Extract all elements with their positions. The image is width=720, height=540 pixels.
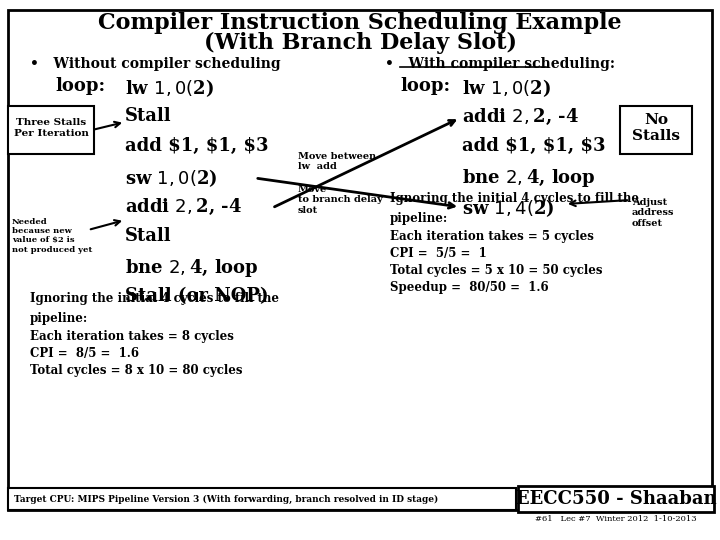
Text: (With Branch Delay Slot): (With Branch Delay Slot) xyxy=(204,32,516,54)
Text: Each iteration takes = 5 cycles: Each iteration takes = 5 cycles xyxy=(390,230,594,243)
Text: Three Stalls
Per Iteration: Three Stalls Per Iteration xyxy=(14,118,89,138)
Text: Needed
because new
value of $2 is
not produced yet: Needed because new value of $2 is not pr… xyxy=(12,218,92,254)
FancyBboxPatch shape xyxy=(8,10,712,510)
FancyBboxPatch shape xyxy=(8,488,516,510)
FancyBboxPatch shape xyxy=(620,106,692,154)
Text: Total cycles = 8 x 10 = 80 cycles: Total cycles = 8 x 10 = 80 cycles xyxy=(30,364,243,377)
Text: bne $2, $4, loop: bne $2, $4, loop xyxy=(125,257,258,279)
Text: Compiler Instruction Scheduling Example: Compiler Instruction Scheduling Example xyxy=(98,12,622,34)
Text: addi $2, $2, -4: addi $2, $2, -4 xyxy=(125,197,242,217)
Text: Move
to branch delay
slot: Move to branch delay slot xyxy=(298,185,383,215)
FancyBboxPatch shape xyxy=(518,486,714,512)
Text: Total cycles = 5 x 10 = 50 cycles: Total cycles = 5 x 10 = 50 cycles xyxy=(390,264,603,277)
Text: sw $1, 4($2): sw $1, 4($2) xyxy=(462,197,554,219)
Text: Each iteration takes = 8 cycles: Each iteration takes = 8 cycles xyxy=(30,330,234,343)
Text: addi $2, $2, -4: addi $2, $2, -4 xyxy=(462,107,579,127)
Text: •   Without compiler scheduling: • Without compiler scheduling xyxy=(30,57,281,71)
FancyBboxPatch shape xyxy=(8,106,94,154)
Text: Stall: Stall xyxy=(125,107,171,125)
Text: CPI =  5/5 =  1: CPI = 5/5 = 1 xyxy=(390,247,487,260)
Text: pipeline:: pipeline: xyxy=(30,312,89,325)
Text: loop:: loop: xyxy=(55,77,105,95)
Text: Ignoring the initial 4 cycles to fill the: Ignoring the initial 4 cycles to fill th… xyxy=(30,292,279,305)
Text: pipeline:: pipeline: xyxy=(390,212,449,225)
Text: Stall: Stall xyxy=(125,227,171,245)
Text: sw $1,0($2): sw $1,0($2) xyxy=(125,167,217,189)
Text: lw $1,0($2): lw $1,0($2) xyxy=(462,77,551,99)
Text: Stall (or NOP): Stall (or NOP) xyxy=(125,287,269,305)
Text: add $1, $1, $3: add $1, $1, $3 xyxy=(125,137,269,155)
Text: bne $2, $4, loop: bne $2, $4, loop xyxy=(462,167,596,189)
Text: add $1, $1, $3: add $1, $1, $3 xyxy=(462,137,606,155)
Text: •   With compiler scheduling:: • With compiler scheduling: xyxy=(385,57,615,71)
Text: Adjust
address
offset: Adjust address offset xyxy=(632,198,675,228)
Text: EECC550 - Shaaban: EECC550 - Shaaban xyxy=(516,490,716,508)
Text: Target CPU: MIPS Pipeline Version 3 (With forwarding, branch resolved in ID stag: Target CPU: MIPS Pipeline Version 3 (Wit… xyxy=(14,495,438,504)
Text: Speedup =  80/50 =  1.6: Speedup = 80/50 = 1.6 xyxy=(390,281,549,294)
Text: No
Stalls: No Stalls xyxy=(632,113,680,143)
Text: CPI =  8/5 =  1.6: CPI = 8/5 = 1.6 xyxy=(30,347,139,360)
Text: Move between
lw  add: Move between lw add xyxy=(298,152,376,171)
Text: #61   Lec #7  Winter 2012  1-10-2013: #61 Lec #7 Winter 2012 1-10-2013 xyxy=(535,515,697,523)
Text: lw $1,0($2): lw $1,0($2) xyxy=(125,77,214,99)
Text: loop:: loop: xyxy=(400,77,450,95)
Text: Ignoring the initial 4 cycles to fill the: Ignoring the initial 4 cycles to fill th… xyxy=(390,192,639,205)
